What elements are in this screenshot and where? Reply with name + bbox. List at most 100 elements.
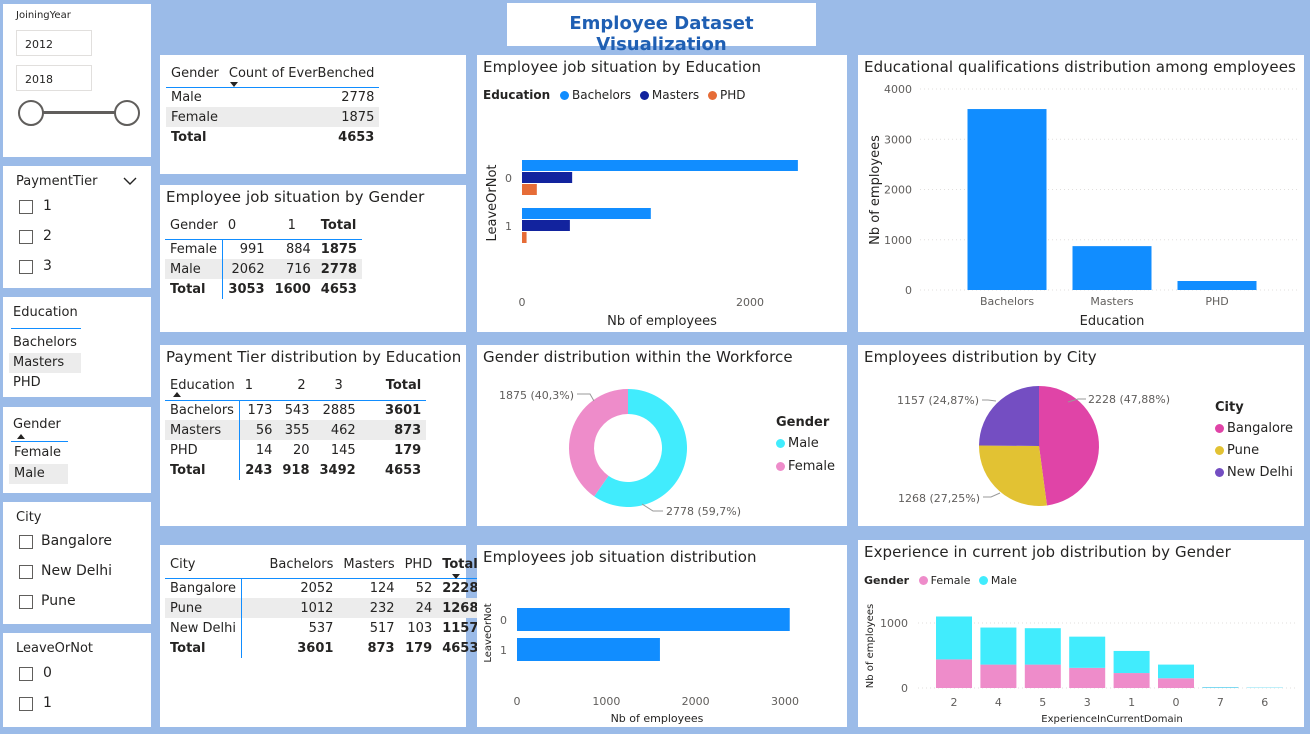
education-slicer-label: Education [13,305,78,320]
legend-item[interactable]: Pune [1215,443,1293,458]
city-pune-checkbox[interactable] [19,595,33,609]
legend-item[interactable]: PHD [703,88,745,102]
legend-item[interactable]: Male [974,574,1017,587]
y-axis-label: LeaveOrNot [483,603,494,662]
sort-down-icon [229,82,238,87]
col-header[interactable]: 1 [287,218,296,234]
table-cell: 2062 [222,259,270,279]
x-axis-label: Nb of employees [607,314,717,329]
data-label: 2228 (47,88%) [1088,393,1170,406]
col-header[interactable]: Masters [343,557,395,573]
city-bangalore-checkbox[interactable] [19,535,33,549]
table-cell: Male [165,259,224,279]
chevron-down-icon[interactable] [123,176,137,186]
x-tick-label: Bachelors [980,295,1034,308]
table-cell: 918 [282,462,310,478]
table-cell: 1875 [223,107,380,127]
year-range-handle-start[interactable] [18,100,44,126]
chart-title: Employee job situation by Education [483,58,762,76]
legend-item[interactable]: Female [913,574,970,587]
city-new-delhi-checkbox[interactable] [19,565,33,579]
job-by-education-svg: 0 1 0 2000 Nb of employees LeaveOrNot [485,160,798,329]
table-row: PHD 14 20 145 179 [165,440,426,460]
education-option-bachelors[interactable]: Bachelors [13,335,77,350]
leave-slicer-label: LeaveOrNot [16,641,94,656]
legend-item[interactable]: Male [776,436,835,451]
education-option-phd[interactable]: PHD [13,375,41,390]
legend-swatch [707,91,717,100]
table-cell: 173 [247,402,273,418]
col-header[interactable]: Bachelors [269,557,334,573]
legend-title: Gender [776,415,830,430]
col-header[interactable]: 2 [297,378,306,394]
col-header[interactable]: Gender [170,218,218,234]
legend-item[interactable]: Female [776,459,835,474]
city-pune-label: Pune [41,593,76,609]
legend-item[interactable]: Masters [635,88,699,102]
table-cell: Bangalore [165,578,242,598]
gender-job-table: Gender 0 1 Total Female 991 884 1875 Male 20… [165,213,362,299]
table-cell: 2052 [300,580,334,596]
col-header[interactable]: City [170,557,196,573]
bar-segment [1024,664,1061,688]
leader-line [641,503,663,512]
panel-title: Payment Tier distribution by Education [166,348,462,366]
city-pie-svg: 2228 (47,88%) 1268 (27,25%) 1157 (24,87%) [897,386,1170,506]
table-row: Bachelors 173 543 2885 3601 [165,400,426,420]
tier-3-checkbox[interactable] [19,260,33,274]
col-header[interactable]: 3 [334,378,343,394]
tier-1-checkbox[interactable] [19,200,33,214]
col-header[interactable]: Education [165,372,240,400]
joining-year-from-input[interactable]: 2012 [16,30,92,56]
table-cell: 24 [399,598,438,618]
x-tick-label: 5 [1039,696,1046,709]
table-cell: 2228 [442,580,479,596]
table-cell: 145 [330,442,356,458]
joining-year-to-input[interactable]: 2018 [16,65,92,91]
col-header[interactable]: PHD [404,557,433,573]
x-tick-label: 0 [519,296,526,309]
gender-donut-svg: 1875 (40,3%) 2778 (59,7%) [499,389,741,518]
col-header[interactable]: Total [385,378,422,394]
y-tick-label: 0 [901,682,908,695]
legend-item[interactable]: Bangalore [1215,421,1293,436]
education-option-masters[interactable]: Masters [9,353,81,373]
table-cell: 884 [285,241,311,257]
legend-item[interactable]: Bachelors [554,88,631,102]
legend-swatch [1215,446,1224,455]
sort-down-icon [452,574,461,579]
leave-0-checkbox[interactable] [19,667,33,681]
x-tick-label: 0 [514,695,521,708]
col-header-text: Total [442,557,478,573]
year-range-handle-end[interactable] [114,100,140,126]
gender-option-female[interactable]: Female [14,445,62,460]
leader-line [983,492,1001,498]
col-header[interactable]: 0 [227,218,237,234]
col-header[interactable]: Count of EverBenched [224,61,379,87]
donut-slice [569,389,628,497]
legend-title: City [1215,400,1244,415]
table-row: Male 2778 [166,87,379,107]
y-tick-label: 0 [905,284,912,297]
table-cell: Female [165,239,224,259]
table-cell: 3601 [385,402,422,418]
col-header[interactable]: Total [320,218,357,234]
gender-option-male[interactable]: Male [9,464,68,484]
table-row: New Delhi 537 517 103 1157 [165,618,483,638]
legend-item[interactable]: New Delhi [1215,465,1293,480]
leave-1-checkbox[interactable] [19,697,33,711]
y-tick-label: 1000 [884,234,912,247]
table-cell: 1600 [274,281,311,297]
table-row: Masters 56 355 462 873 [165,420,427,440]
table-cell: 873 [360,420,427,440]
col-header[interactable]: 1 [244,378,254,394]
legend-label: New Delhi [1227,465,1293,480]
col-header[interactable]: Gender [171,66,219,82]
legend-label: Male [990,574,1017,587]
leader-line [577,393,595,402]
col-header[interactable]: Total [437,552,483,579]
table-total-row: Total 3053 1600 4653 [165,279,362,299]
legend-swatch [978,576,988,585]
table-cell: 3601 [297,640,334,656]
tier-2-checkbox[interactable] [19,230,33,244]
